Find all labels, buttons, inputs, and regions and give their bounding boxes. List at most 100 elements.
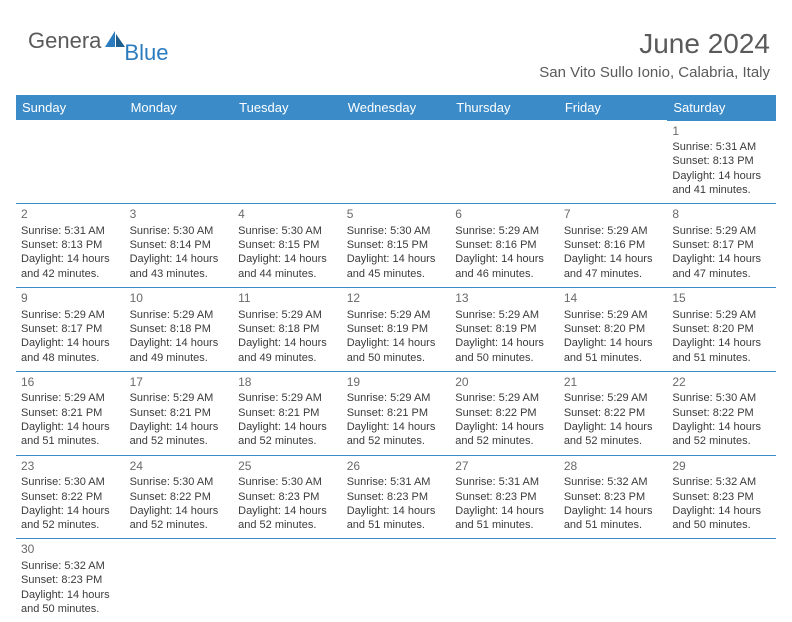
day-info-line: Sunrise: 5:32 AM bbox=[672, 475, 771, 489]
location: San Vito Sullo Ionio, Calabria, Italy bbox=[539, 64, 770, 81]
calendar-day-cell: 14Sunrise: 5:29 AMSunset: 8:20 PMDayligh… bbox=[559, 288, 668, 372]
day-info-line: Daylight: 14 hours bbox=[564, 336, 663, 350]
calendar-table: SundayMondayTuesdayWednesdayThursdayFrid… bbox=[16, 95, 776, 622]
day-info-line: Daylight: 14 hours bbox=[130, 252, 229, 266]
day-info-line: Sunrise: 5:29 AM bbox=[347, 391, 446, 405]
day-info-line: and 52 minutes. bbox=[130, 434, 229, 448]
title-block: June 2024 San Vito Sullo Ionio, Calabria… bbox=[539, 28, 776, 81]
day-info-line: Sunset: 8:23 PM bbox=[564, 490, 663, 504]
day-info-line: Sunrise: 5:29 AM bbox=[564, 308, 663, 322]
calendar-empty-cell bbox=[450, 121, 559, 204]
day-info-line: and 52 minutes. bbox=[130, 518, 229, 532]
day-info-line: Sunrise: 5:29 AM bbox=[21, 391, 120, 405]
calendar-day-cell: 7Sunrise: 5:29 AMSunset: 8:16 PMDaylight… bbox=[559, 204, 668, 288]
day-info-line: and 50 minutes. bbox=[347, 351, 446, 365]
calendar-day-cell: 12Sunrise: 5:29 AMSunset: 8:19 PMDayligh… bbox=[342, 288, 451, 372]
day-number: 23 bbox=[21, 459, 120, 475]
day-info-line: Sunset: 8:23 PM bbox=[21, 573, 120, 587]
day-info-line: Sunset: 8:17 PM bbox=[672, 238, 771, 252]
day-number: 3 bbox=[130, 207, 229, 223]
day-info-line: and 51 minutes. bbox=[672, 351, 771, 365]
day-info-line: Daylight: 14 hours bbox=[21, 336, 120, 350]
day-info-line: and 51 minutes. bbox=[564, 518, 663, 532]
day-info-line: Sunset: 8:20 PM bbox=[672, 322, 771, 336]
day-number: 2 bbox=[21, 207, 120, 223]
day-info-line: Sunrise: 5:29 AM bbox=[564, 224, 663, 238]
day-info-line: Sunrise: 5:29 AM bbox=[564, 391, 663, 405]
calendar-day-cell: 13Sunrise: 5:29 AMSunset: 8:19 PMDayligh… bbox=[450, 288, 559, 372]
day-info-line: Daylight: 14 hours bbox=[564, 420, 663, 434]
calendar-day-cell: 15Sunrise: 5:29 AMSunset: 8:20 PMDayligh… bbox=[667, 288, 776, 372]
day-info-line: and 45 minutes. bbox=[347, 267, 446, 281]
day-number: 9 bbox=[21, 291, 120, 307]
day-info-line: Daylight: 14 hours bbox=[21, 504, 120, 518]
day-number: 30 bbox=[21, 542, 120, 558]
calendar-day-cell: 20Sunrise: 5:29 AMSunset: 8:22 PMDayligh… bbox=[450, 371, 559, 455]
day-info-line: Daylight: 14 hours bbox=[455, 504, 554, 518]
day-info-line: Sunrise: 5:29 AM bbox=[347, 308, 446, 322]
day-info-line: Sunset: 8:14 PM bbox=[130, 238, 229, 252]
day-info-line: and 52 minutes. bbox=[238, 518, 337, 532]
calendar-day-cell: 10Sunrise: 5:29 AMSunset: 8:18 PMDayligh… bbox=[125, 288, 234, 372]
day-info-line: Sunset: 8:18 PM bbox=[238, 322, 337, 336]
day-info-line: Sunset: 8:22 PM bbox=[672, 406, 771, 420]
day-info-line: Sunset: 8:16 PM bbox=[455, 238, 554, 252]
day-info-line: Daylight: 14 hours bbox=[672, 336, 771, 350]
calendar-day-cell: 6Sunrise: 5:29 AMSunset: 8:16 PMDaylight… bbox=[450, 204, 559, 288]
day-info-line: Sunrise: 5:29 AM bbox=[455, 391, 554, 405]
day-info-line: Sunset: 8:22 PM bbox=[21, 490, 120, 504]
day-info-line: Sunrise: 5:30 AM bbox=[130, 475, 229, 489]
day-info-line: and 52 minutes. bbox=[455, 434, 554, 448]
weekday-header: Monday bbox=[125, 95, 234, 121]
calendar-empty-cell bbox=[125, 539, 234, 622]
day-info-line: Sunrise: 5:29 AM bbox=[672, 308, 771, 322]
day-info-line: Sunset: 8:16 PM bbox=[564, 238, 663, 252]
calendar-empty-cell bbox=[450, 539, 559, 622]
day-info-line: and 47 minutes. bbox=[564, 267, 663, 281]
calendar-day-cell: 30Sunrise: 5:32 AMSunset: 8:23 PMDayligh… bbox=[16, 539, 125, 622]
day-info-line: and 49 minutes. bbox=[238, 351, 337, 365]
day-info-line: Sunset: 8:20 PM bbox=[564, 322, 663, 336]
calendar-day-cell: 5Sunrise: 5:30 AMSunset: 8:15 PMDaylight… bbox=[342, 204, 451, 288]
calendar-day-cell: 16Sunrise: 5:29 AMSunset: 8:21 PMDayligh… bbox=[16, 371, 125, 455]
calendar-empty-cell bbox=[667, 539, 776, 622]
day-number: 1 bbox=[672, 124, 771, 140]
day-info-line: Sunset: 8:18 PM bbox=[130, 322, 229, 336]
day-info-line: and 48 minutes. bbox=[21, 351, 120, 365]
day-number: 20 bbox=[455, 375, 554, 391]
day-info-line: and 52 minutes. bbox=[347, 434, 446, 448]
weekday-header: Saturday bbox=[667, 95, 776, 121]
day-number: 28 bbox=[564, 459, 663, 475]
day-info-line: and 44 minutes. bbox=[238, 267, 337, 281]
day-info-line: Daylight: 14 hours bbox=[130, 420, 229, 434]
calendar-day-cell: 24Sunrise: 5:30 AMSunset: 8:22 PMDayligh… bbox=[125, 455, 234, 539]
day-info-line: Daylight: 14 hours bbox=[455, 420, 554, 434]
day-info-line: Sunset: 8:22 PM bbox=[455, 406, 554, 420]
day-info-line: Sunrise: 5:31 AM bbox=[347, 475, 446, 489]
calendar-body: 1Sunrise: 5:31 AMSunset: 8:13 PMDaylight… bbox=[16, 121, 776, 622]
day-info-line: Sunrise: 5:29 AM bbox=[130, 308, 229, 322]
calendar-day-cell: 17Sunrise: 5:29 AMSunset: 8:21 PMDayligh… bbox=[125, 371, 234, 455]
day-number: 6 bbox=[455, 207, 554, 223]
weekday-header: Wednesday bbox=[342, 95, 451, 121]
day-info-line: and 50 minutes. bbox=[21, 602, 120, 616]
calendar-week-row: 16Sunrise: 5:29 AMSunset: 8:21 PMDayligh… bbox=[16, 371, 776, 455]
day-number: 7 bbox=[564, 207, 663, 223]
day-info-line: Sunrise: 5:31 AM bbox=[21, 224, 120, 238]
logo-blue-text: Blue bbox=[124, 40, 168, 66]
day-info-line: Sunset: 8:17 PM bbox=[21, 322, 120, 336]
day-info-line: Daylight: 14 hours bbox=[21, 420, 120, 434]
day-info-line: and 52 minutes. bbox=[564, 434, 663, 448]
day-number: 27 bbox=[455, 459, 554, 475]
calendar-empty-cell bbox=[342, 121, 451, 204]
weekday-header: Thursday bbox=[450, 95, 559, 121]
day-info-line: and 52 minutes. bbox=[21, 518, 120, 532]
day-info-line: Sunset: 8:21 PM bbox=[238, 406, 337, 420]
calendar-empty-cell bbox=[125, 121, 234, 204]
calendar-day-cell: 8Sunrise: 5:29 AMSunset: 8:17 PMDaylight… bbox=[667, 204, 776, 288]
day-info-line: Daylight: 14 hours bbox=[21, 588, 120, 602]
calendar-day-cell: 18Sunrise: 5:29 AMSunset: 8:21 PMDayligh… bbox=[233, 371, 342, 455]
calendar-header-row: SundayMondayTuesdayWednesdayThursdayFrid… bbox=[16, 95, 776, 121]
calendar-day-cell: 23Sunrise: 5:30 AMSunset: 8:22 PMDayligh… bbox=[16, 455, 125, 539]
day-info-line: and 42 minutes. bbox=[21, 267, 120, 281]
